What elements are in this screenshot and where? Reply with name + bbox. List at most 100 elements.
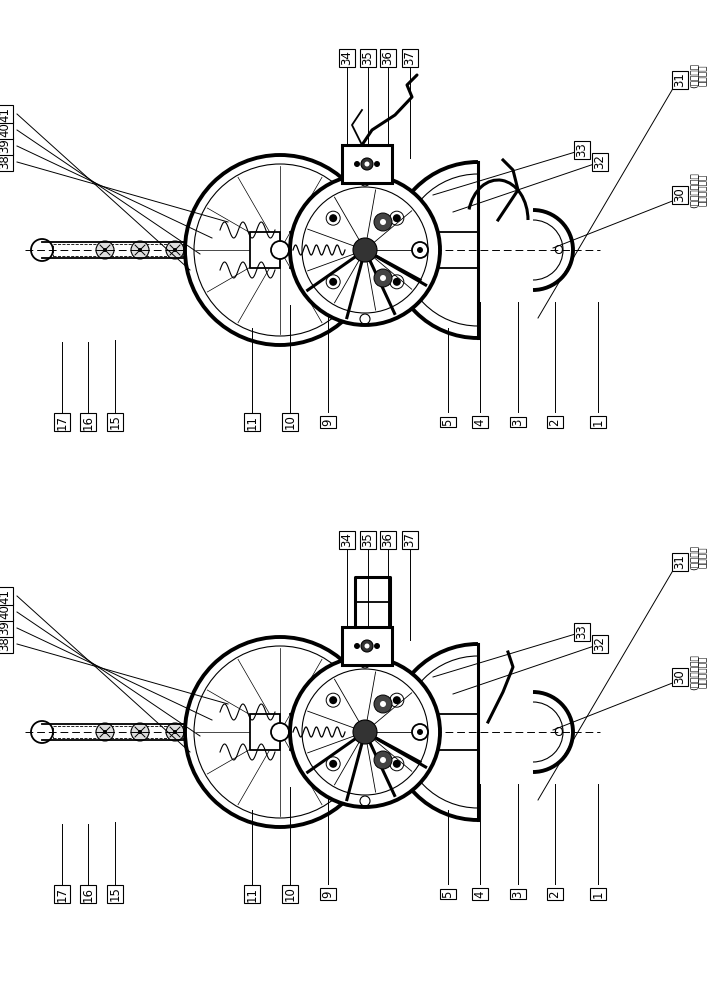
Text: 寄底中心线）: 寄底中心线） bbox=[699, 174, 708, 206]
Text: 37: 37 bbox=[404, 533, 417, 547]
Text: 34: 34 bbox=[340, 51, 354, 65]
Circle shape bbox=[173, 730, 177, 734]
Circle shape bbox=[194, 646, 366, 818]
Text: 10: 10 bbox=[283, 415, 296, 429]
Text: 2: 2 bbox=[549, 418, 561, 426]
Text: 寄底中心线）: 寄底中心线） bbox=[699, 656, 708, 688]
Text: 15: 15 bbox=[108, 415, 121, 429]
Bar bbox=[250, 714, 280, 750]
Circle shape bbox=[393, 696, 401, 704]
Circle shape bbox=[374, 161, 380, 167]
Circle shape bbox=[364, 161, 370, 166]
Text: 38: 38 bbox=[0, 155, 12, 169]
Bar bbox=[250, 232, 280, 268]
Text: 40: 40 bbox=[0, 605, 12, 619]
Bar bbox=[270, 721, 305, 743]
Circle shape bbox=[380, 701, 386, 707]
Circle shape bbox=[96, 723, 114, 741]
Circle shape bbox=[380, 275, 386, 281]
Circle shape bbox=[380, 757, 386, 763]
Circle shape bbox=[353, 238, 377, 262]
Circle shape bbox=[166, 723, 184, 741]
Text: 34: 34 bbox=[340, 533, 354, 547]
Bar bbox=[305, 718, 333, 746]
Circle shape bbox=[329, 696, 337, 704]
Text: 10: 10 bbox=[283, 887, 296, 901]
Circle shape bbox=[173, 248, 177, 252]
Circle shape bbox=[131, 241, 149, 259]
Text: 2: 2 bbox=[549, 890, 561, 898]
Text: 41: 41 bbox=[0, 588, 12, 603]
Text: O: O bbox=[553, 726, 563, 738]
Circle shape bbox=[374, 643, 380, 649]
Circle shape bbox=[412, 724, 428, 740]
Circle shape bbox=[380, 219, 386, 225]
Text: 16: 16 bbox=[81, 886, 94, 902]
Circle shape bbox=[103, 248, 107, 252]
Text: 5: 5 bbox=[441, 890, 454, 898]
Text: 1: 1 bbox=[592, 418, 605, 426]
Text: 32: 32 bbox=[593, 637, 606, 651]
Text: O: O bbox=[553, 243, 563, 256]
Bar bbox=[53, 726, 318, 738]
Circle shape bbox=[361, 640, 373, 652]
Text: 5: 5 bbox=[441, 418, 454, 426]
Text: 38: 38 bbox=[0, 637, 12, 651]
Circle shape bbox=[374, 695, 392, 713]
Circle shape bbox=[271, 723, 289, 741]
Bar bbox=[342, 627, 392, 665]
Circle shape bbox=[358, 243, 372, 257]
Text: 17: 17 bbox=[55, 886, 68, 902]
Text: 30: 30 bbox=[674, 188, 687, 202]
Circle shape bbox=[417, 247, 423, 253]
Circle shape bbox=[374, 269, 392, 287]
Circle shape bbox=[417, 729, 423, 735]
Text: 4: 4 bbox=[473, 418, 486, 426]
Text: 31: 31 bbox=[674, 555, 687, 569]
Circle shape bbox=[166, 241, 184, 259]
Circle shape bbox=[354, 643, 360, 649]
Text: (活动剧刀片层: (活动剧刀片层 bbox=[690, 654, 699, 690]
Circle shape bbox=[96, 241, 114, 259]
Circle shape bbox=[329, 760, 337, 768]
Text: 39: 39 bbox=[0, 139, 12, 153]
Circle shape bbox=[329, 278, 337, 286]
Text: 9: 9 bbox=[322, 890, 335, 898]
Text: 41: 41 bbox=[0, 106, 12, 121]
Circle shape bbox=[412, 242, 428, 258]
Text: 3: 3 bbox=[512, 890, 524, 898]
Circle shape bbox=[290, 175, 440, 325]
Bar bbox=[270, 239, 305, 261]
Circle shape bbox=[103, 730, 107, 734]
Circle shape bbox=[374, 751, 392, 769]
Text: 11: 11 bbox=[245, 886, 258, 902]
Circle shape bbox=[393, 760, 401, 768]
Circle shape bbox=[361, 158, 373, 170]
Text: 33: 33 bbox=[576, 143, 589, 157]
Circle shape bbox=[358, 725, 372, 739]
Circle shape bbox=[329, 214, 337, 222]
Circle shape bbox=[194, 164, 366, 336]
Bar bbox=[305, 236, 333, 264]
Circle shape bbox=[290, 657, 440, 807]
Bar bbox=[342, 145, 392, 183]
Text: 1: 1 bbox=[592, 890, 605, 898]
Circle shape bbox=[302, 669, 428, 795]
Text: 15: 15 bbox=[108, 887, 121, 901]
Text: 35: 35 bbox=[362, 51, 375, 65]
Circle shape bbox=[393, 278, 401, 286]
Text: 寄底线）: 寄底线） bbox=[699, 64, 708, 86]
Circle shape bbox=[138, 248, 142, 252]
Text: 31: 31 bbox=[674, 73, 687, 87]
Text: 33: 33 bbox=[576, 625, 589, 639]
Circle shape bbox=[138, 730, 142, 734]
Text: 39: 39 bbox=[0, 621, 12, 635]
Circle shape bbox=[364, 644, 370, 648]
Text: 寄底线）: 寄底线） bbox=[699, 546, 708, 568]
Circle shape bbox=[393, 214, 401, 222]
Circle shape bbox=[185, 637, 375, 827]
Text: 32: 32 bbox=[593, 155, 606, 169]
Text: 35: 35 bbox=[362, 533, 375, 547]
Text: 36: 36 bbox=[381, 533, 394, 547]
Circle shape bbox=[185, 155, 375, 345]
